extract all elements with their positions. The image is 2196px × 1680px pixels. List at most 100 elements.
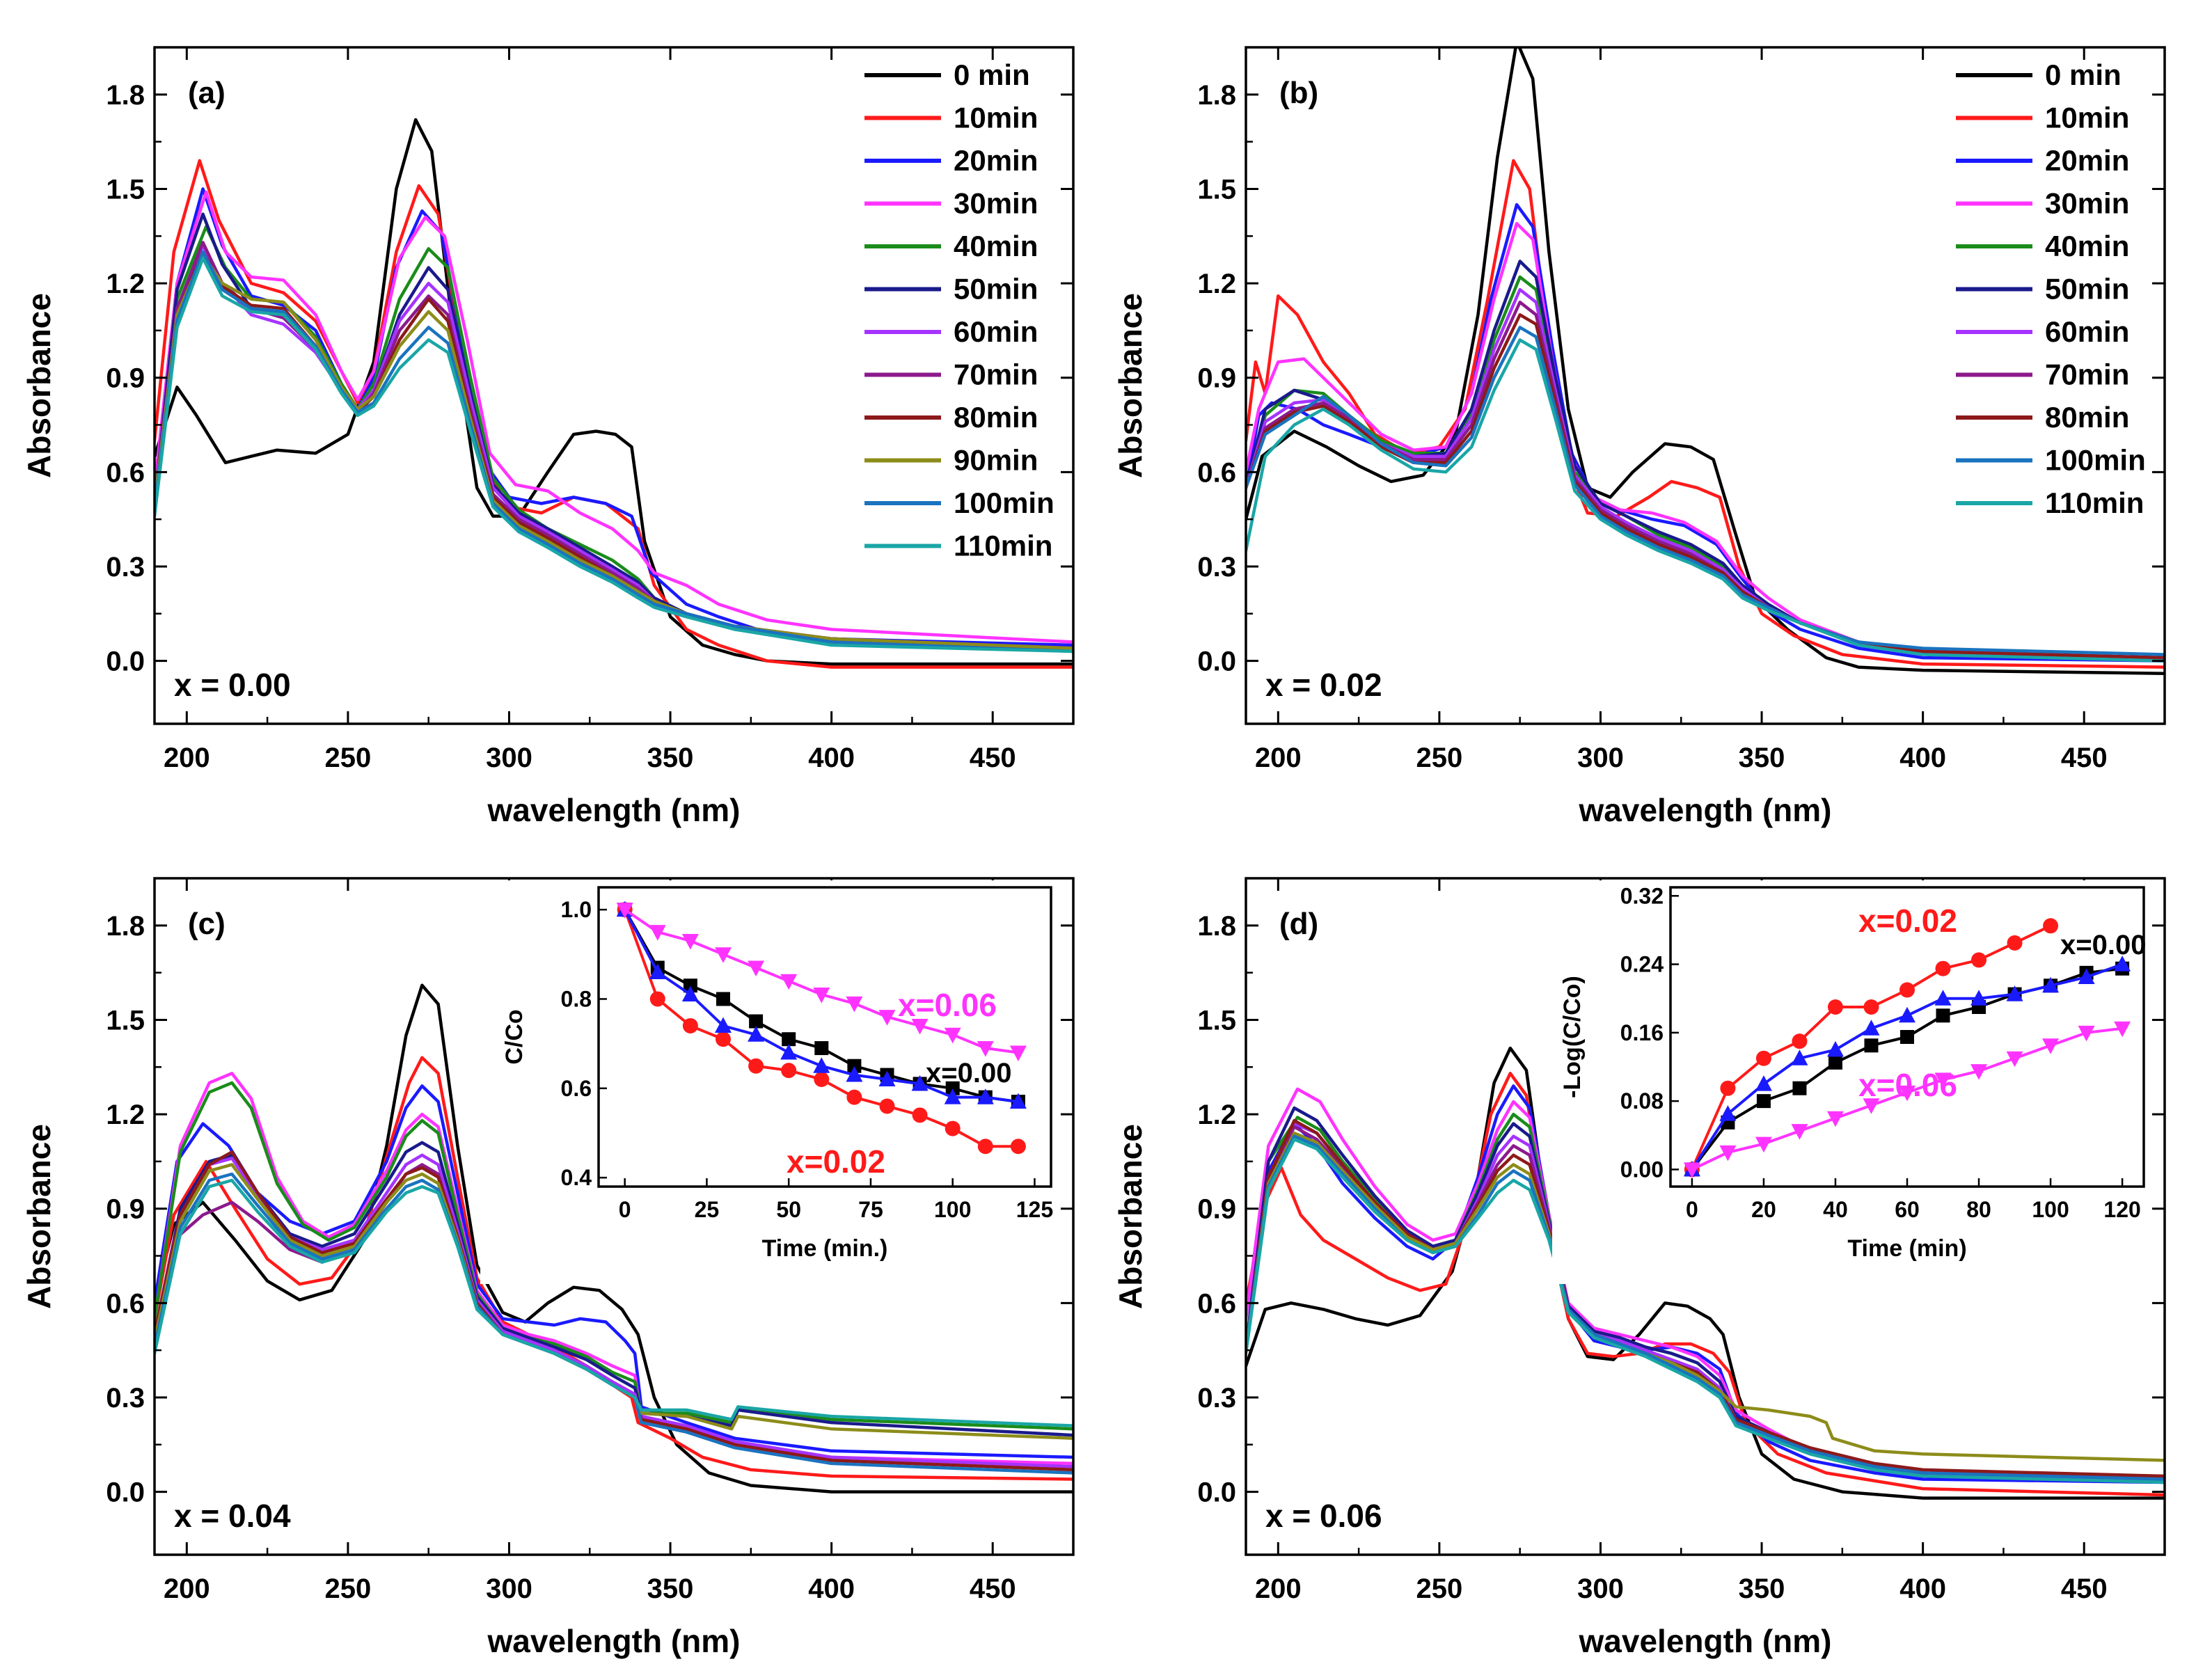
- inset-x-tick-label: 0: [1686, 1197, 1698, 1222]
- x-tick-label: 250: [325, 743, 372, 773]
- series-line-90min: [155, 253, 1073, 650]
- series-line-110min: [155, 1178, 1073, 1427]
- legend-entry: 50min: [954, 273, 1038, 306]
- inset-data-point: [1826, 1111, 1844, 1127]
- x-tick-label: 250: [1416, 743, 1463, 773]
- y-tick-label: 1.5: [1197, 1005, 1236, 1036]
- y-tick-label: 0.3: [1197, 1383, 1236, 1413]
- inset-data-point: [649, 991, 665, 1007]
- inset-data-point: [1719, 1105, 1737, 1121]
- inset-data-point: [2114, 956, 2131, 972]
- legend-entry: 10min: [954, 102, 1038, 134]
- composition-annotation: x = 0.00: [174, 667, 291, 703]
- x-tick-label: 350: [647, 743, 694, 773]
- inset-y-axis-label: C/Co: [501, 1009, 528, 1064]
- x-axis-label: wavelength (nm): [1579, 1623, 1832, 1659]
- legend-entry: 100min: [2045, 444, 2146, 477]
- panel-a: 200 250 300 350 400 450 0.0 0.3 0.6 0.9 1.2 1.5 1.8 w…: [21, 46, 1075, 828]
- inset-data-point: [2006, 985, 2023, 1001]
- series-line-0min: [1246, 47, 2165, 675]
- y-tick-label: 0.0: [106, 1477, 145, 1508]
- inset-data-point: [1756, 1094, 1771, 1109]
- inset-data-point: [780, 1043, 798, 1060]
- inset-data-point: [1755, 1050, 1771, 1066]
- x-tick-label: 400: [808, 743, 855, 773]
- x-tick-label: 250: [1416, 1574, 1463, 1604]
- legend-entry: 0 min: [2045, 58, 2122, 91]
- panel-c: 200 250 300 350 400 4500.00.30.60.91.21.51.8w…: [21, 877, 1075, 1659]
- x-tick-label: 350: [1739, 1574, 1785, 1604]
- x-axis-label: wavelength (nm): [487, 1623, 741, 1659]
- inset-data-point: [748, 1058, 764, 1074]
- legend: 0 min 10min 20min 30min 40min 50min 60min 70min…: [864, 58, 1054, 562]
- x-tick-label: 200: [1255, 1574, 1302, 1604]
- y-tick-label: 0.9: [1197, 1194, 1236, 1225]
- y-tick-label: 1.2: [1197, 1100, 1236, 1130]
- composition-annotation: x = 0.06: [1265, 1498, 1382, 1534]
- x-tick-label: 400: [1899, 743, 1946, 773]
- y-tick-label: 1.8: [106, 80, 145, 111]
- inset-y-tick-label: 0.6: [561, 1076, 592, 1101]
- y-tick-label: 0.0: [1197, 1477, 1236, 1508]
- inset-data-point: [813, 1057, 830, 1073]
- legend-entry: 100min: [954, 486, 1054, 519]
- legend-entry: 80min: [2045, 401, 2129, 434]
- inset-background: [1552, 880, 2151, 1284]
- inset-data-point: [878, 1010, 896, 1026]
- y-tick-label: 1.8: [1197, 911, 1236, 942]
- inset-data-point: [2043, 918, 2059, 934]
- inset-x-axis-label: Time (min.): [762, 1235, 888, 1262]
- inset-data-point: [683, 978, 697, 993]
- inset-data-point: [1934, 1072, 1952, 1088]
- legend-entry: 60min: [954, 315, 1038, 348]
- inset-data-point: [649, 963, 666, 979]
- legend-entry: 10min: [2045, 102, 2129, 134]
- y-tick-label: 0.6: [106, 457, 145, 488]
- x-tick-label: 400: [808, 1574, 855, 1604]
- inset-data-point: [2042, 976, 2060, 993]
- inset-data-point: [616, 903, 633, 919]
- y-axis-label: Absorbance: [21, 1124, 57, 1309]
- inset-data-point: [1827, 999, 1843, 1015]
- inset-data-point: [1971, 952, 1987, 968]
- inset-series-label: x=0.00: [926, 1058, 1011, 1088]
- inset-x-tick-label: 50: [776, 1197, 801, 1222]
- legend-entry: 0 min: [954, 58, 1030, 91]
- composition-annotation: x = 0.04: [174, 1498, 291, 1534]
- inset-data-point: [2078, 968, 2095, 984]
- legend-entry: 20min: [2045, 144, 2129, 177]
- inset-data-point: [944, 1088, 961, 1104]
- inset-data-point: [714, 947, 732, 963]
- inset-x-tick-label: 125: [1016, 1197, 1053, 1222]
- inset-x-tick-label: 100: [2032, 1197, 2069, 1222]
- inset-data-point: [1934, 990, 1952, 1006]
- y-axis-label: Absorbance: [21, 293, 57, 478]
- inset-data-point: [782, 1032, 796, 1047]
- y-tick-label: 0.0: [1197, 647, 1236, 677]
- inset-data-point: [814, 1041, 829, 1056]
- inset-data-point: [912, 1107, 928, 1123]
- inset-data-point: [977, 1041, 994, 1057]
- inset-series-label: x=0.02: [1858, 903, 1957, 939]
- inset-data-point: [749, 1014, 764, 1029]
- inset-data-point: [1792, 1081, 1807, 1095]
- plot-frame: [1245, 877, 2166, 1556]
- inset-data-point: [846, 996, 863, 1013]
- inset-data-point: [1009, 1093, 1027, 1109]
- inset-data-point: [2006, 1051, 2023, 1068]
- inset-data-point: [748, 1026, 765, 1042]
- inset-data-point: [1755, 1075, 1772, 1091]
- x-tick-label: 450: [2061, 1574, 2108, 1604]
- inset-y-tick-label: 0.08: [1620, 1088, 1664, 1114]
- inset-data-point: [1863, 1098, 1880, 1114]
- inset-x-tick-label: 20: [1751, 1197, 1776, 1222]
- series-group: [155, 118, 1073, 669]
- y-tick-label: 1.5: [106, 174, 145, 205]
- x-tick-label: 250: [325, 1574, 372, 1604]
- y-tick-label: 1.2: [1197, 269, 1236, 299]
- x-axis-label: wavelength (nm): [487, 792, 741, 828]
- y-tick-label: 0.9: [1197, 363, 1236, 394]
- inset-x-axis-label: Time (min): [1847, 1235, 1966, 1262]
- series-group: [155, 983, 1073, 1493]
- inset-data-point: [1755, 1136, 1772, 1153]
